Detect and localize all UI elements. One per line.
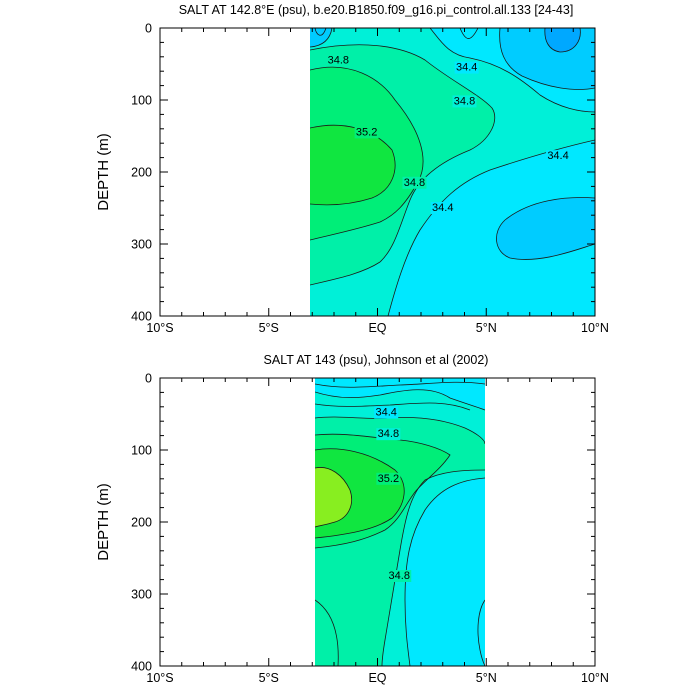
panel-observations: SALT AT 143 (psu), Johnson et al (2002) [95, 353, 609, 685]
contour-label: 35.2 [376, 472, 401, 485]
y-tick-label: 100 [131, 444, 152, 458]
panel-observations-title: SALT AT 143 (psu), Johnson et al (2002) [264, 353, 489, 367]
svg-text:34.8: 34.8 [389, 570, 410, 582]
x-tick-label: 5°N [476, 671, 497, 685]
panel-observations-y-axis-label: DEPTH (m) [95, 483, 112, 561]
svg-text:34.4: 34.4 [375, 407, 396, 419]
panel-model-contour-fill [310, 28, 595, 316]
y-tick-label: 200 [131, 516, 152, 530]
x-tick-label: 5°N [476, 321, 497, 335]
x-tick-label: 5°S [259, 671, 279, 685]
x-tick-label: EQ [368, 321, 386, 335]
svg-text:34.8: 34.8 [378, 428, 399, 440]
y-tick-label: 400 [131, 310, 152, 324]
y-tick-label: 300 [131, 238, 152, 252]
contour-label: 34.4 [374, 406, 399, 419]
contour-label: 35.2 [354, 126, 379, 139]
x-tick-label: 5°S [259, 321, 279, 335]
x-tick-label: 10°N [581, 671, 609, 685]
y-tick-label: 300 [131, 588, 152, 602]
svg-text:35.2: 35.2 [356, 126, 377, 138]
panel-model-y-axis-label: DEPTH (m) [95, 133, 112, 211]
panel-model-contour-labels: 34.8 34.4 34.8 35.2 34.8 34.4 34.4 [326, 54, 571, 214]
y-tick-label: 0 [145, 372, 152, 386]
x-tick-label: 10°N [581, 321, 609, 335]
contour-label: 34.8 [387, 570, 412, 582]
contour-label: 34.4 [454, 61, 479, 74]
panel-model-title: SALT AT 142.8°E (psu), b.e20.B1850.f09_g… [179, 3, 574, 17]
x-tick-label: 10°S [146, 321, 173, 335]
contour-label: 34.4 [546, 150, 571, 163]
contour-label: 34.8 [452, 95, 477, 108]
x-tick-label: 10°S [146, 671, 173, 685]
svg-text:34.4: 34.4 [547, 150, 568, 162]
contour-label: 34.8 [376, 428, 401, 441]
contour-label: 34.8 [402, 176, 427, 189]
svg-text:34.8: 34.8 [328, 54, 349, 66]
y-tick-label: 100 [131, 94, 152, 108]
svg-text:34.8: 34.8 [454, 95, 475, 107]
panel-model: SALT AT 142.8°E (psu), b.e20.B1850.f09_g… [95, 3, 609, 335]
panel-observations-contour-fill [315, 378, 485, 666]
panel-model-axes: 10°S 5°S EQ 5°N 10°N 0 100 200 300 400 [131, 22, 609, 336]
y-tick-label: 400 [131, 660, 152, 674]
panel-observations-axes: 10°S 5°S EQ 5°N 10°N 0 100 200 300 400 [131, 372, 609, 686]
svg-text:35.2: 35.2 [378, 473, 399, 485]
panel-observations-contour-labels: 34.4 34.8 35.2 34.8 [374, 406, 412, 582]
svg-text:34.8: 34.8 [404, 177, 425, 189]
y-tick-label: 200 [131, 166, 152, 180]
y-tick-label: 0 [145, 22, 152, 36]
contour-label: 34.4 [430, 202, 455, 214]
contour-label: 34.8 [326, 54, 351, 67]
x-tick-label: EQ [368, 671, 386, 685]
svg-text:34.4: 34.4 [432, 202, 453, 214]
svg-text:34.4: 34.4 [456, 62, 477, 74]
